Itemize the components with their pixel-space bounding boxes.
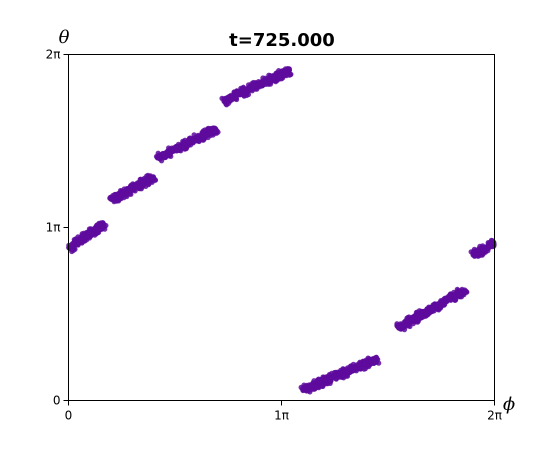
scatter-point: [240, 87, 246, 93]
scatter-point: [145, 180, 151, 186]
scatter-points: [66, 66, 497, 395]
scatter-point: [461, 289, 467, 295]
scatter-point: [75, 234, 81, 240]
scatter-point: [394, 321, 400, 327]
x-axis-label: ϕ: [503, 394, 515, 415]
scatter-point: [110, 194, 116, 200]
scatter-point: [344, 371, 350, 377]
scatter-point: [269, 75, 275, 81]
scatter-point: [97, 222, 103, 228]
scatter-point: [363, 362, 369, 368]
scatter-point: [258, 80, 265, 86]
scatter-point: [263, 80, 269, 86]
y-tick-label: 2π: [46, 48, 61, 62]
scatter-point: [137, 179, 144, 185]
scatter-point: [155, 150, 161, 156]
scatter-point: [84, 233, 90, 239]
scatter-point: [135, 183, 141, 189]
y-tick-label: 0: [53, 394, 61, 408]
scatter-point: [149, 174, 155, 180]
scatter-point: [260, 75, 266, 81]
scatter-point: [182, 140, 188, 146]
scatter-point: [352, 366, 359, 372]
scatter-point: [485, 246, 491, 252]
scatter-point: [328, 375, 334, 381]
scatter-point: [315, 383, 321, 389]
y-axis: 0 1π 2π: [46, 48, 69, 408]
scatter-point: [329, 370, 335, 376]
scatter-point: [335, 371, 341, 377]
scatter-point: [79, 231, 85, 237]
x-axis: 0 1π 2π: [65, 400, 502, 423]
scatter-point: [426, 309, 432, 315]
scatter-point: [212, 125, 218, 131]
scatter-point: [451, 293, 457, 299]
scatter-point: [75, 241, 81, 248]
x-tick-label: 1π: [274, 409, 289, 423]
scatter-point: [71, 238, 78, 244]
plot-frame: [68, 54, 495, 401]
x-tick-label: 0: [65, 409, 73, 423]
scatter-point: [128, 182, 134, 188]
scatter-point: [403, 318, 409, 325]
scatter-point: [222, 97, 228, 103]
scatter-point: [229, 94, 235, 100]
scatter-point: [324, 377, 330, 383]
y-axis-label: θ: [59, 27, 70, 48]
scatter-point: [433, 303, 439, 309]
scatter-point: [372, 359, 378, 365]
scatter-point: [457, 294, 463, 300]
scatter-point: [286, 66, 292, 72]
chart-title: t=725.000: [229, 30, 335, 51]
y-tick-label: 1π: [46, 221, 61, 235]
scatter-point: [186, 140, 192, 146]
x-tick-label: 2π: [487, 409, 502, 423]
scatter-point: [154, 155, 161, 161]
scatter-point: [90, 230, 96, 236]
scatter-point: [200, 132, 207, 138]
scatter-point: [307, 383, 314, 389]
scatter-point: [357, 361, 363, 367]
scatter-point: [69, 246, 75, 252]
scatter-point: [407, 319, 413, 325]
scatter-point: [210, 132, 216, 138]
scatter-point: [169, 148, 175, 154]
scatter-point: [168, 153, 174, 159]
scatter-point: [161, 155, 167, 161]
scatter-point: [347, 365, 353, 371]
scatter-point: [288, 71, 294, 77]
scatter-point: [234, 91, 240, 97]
scatter-point: [190, 136, 196, 142]
scatter-point: [488, 237, 494, 243]
scatter-point: [195, 132, 201, 138]
scatter-point: [123, 188, 129, 194]
scatter-point: [307, 389, 313, 395]
scatter-point: [417, 314, 423, 320]
scatter-point: [446, 295, 452, 301]
scatter-point: [303, 385, 309, 391]
scatter-point: [276, 73, 282, 79]
scatter-point: [471, 248, 477, 254]
